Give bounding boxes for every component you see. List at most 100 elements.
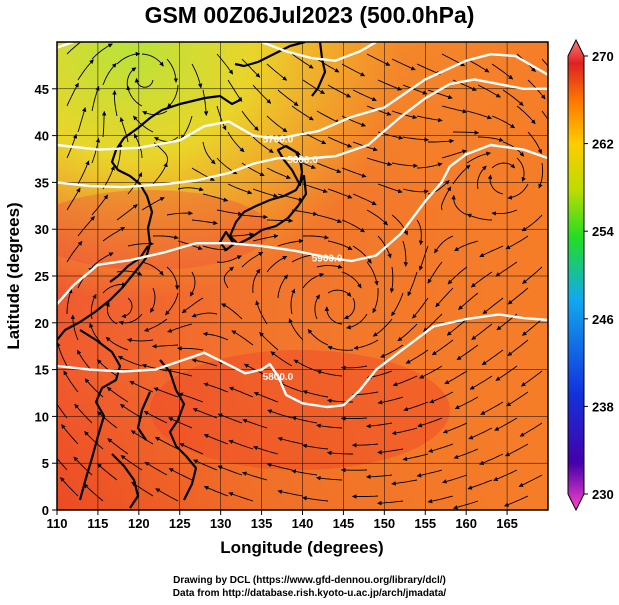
streamline (241, 58, 261, 78)
streamline (291, 469, 318, 476)
streamline (324, 306, 343, 325)
streamline (116, 142, 123, 169)
streamline (120, 403, 143, 419)
streamline (416, 469, 443, 478)
streamline (252, 234, 279, 242)
streamline (316, 369, 343, 377)
streamline (391, 58, 416, 71)
streamline (372, 318, 393, 337)
streamline (366, 261, 379, 286)
streamline (302, 390, 329, 398)
streamline (441, 149, 467, 159)
x-tick-label: 140 (292, 516, 314, 531)
streamline (291, 209, 318, 216)
streamline (191, 63, 203, 89)
height-contour (57, 313, 548, 409)
streamline (193, 459, 218, 471)
streamline (253, 391, 279, 403)
streamline (57, 457, 68, 471)
colorbar-tick-label: 230 (592, 487, 614, 502)
streamline (377, 183, 403, 194)
streamline (242, 418, 268, 429)
streamline (487, 174, 504, 195)
streamline (452, 164, 471, 185)
streamline (216, 105, 227, 131)
streamline (66, 288, 73, 315)
streamline (451, 194, 468, 216)
streamline (452, 130, 480, 135)
streamline (427, 261, 443, 284)
streamline (266, 255, 288, 273)
streamline (419, 365, 443, 379)
streamline (202, 89, 209, 116)
streamline (77, 59, 94, 81)
streamline (316, 264, 343, 269)
streamline (316, 214, 342, 223)
colorbar-bar (567, 38, 585, 512)
streamline (491, 115, 515, 129)
streamline (428, 138, 455, 144)
y-tick-label: 5 (42, 456, 49, 471)
streamline (405, 349, 429, 364)
x-tick-label: 155 (414, 516, 436, 531)
streamline (494, 417, 518, 431)
streamline (479, 453, 504, 465)
streamline (519, 422, 543, 437)
credits-data: Data from http://database.rish.kyoto-u.a… (172, 588, 447, 599)
streamline (341, 365, 368, 370)
streamline (216, 255, 242, 263)
streamline (407, 271, 418, 297)
streamline (447, 266, 468, 285)
streamline (191, 167, 215, 181)
streamline (417, 417, 443, 428)
streamline (83, 483, 104, 502)
streamline (431, 339, 454, 356)
streamline (341, 115, 366, 127)
streamline (482, 297, 504, 315)
streamline (96, 463, 118, 481)
streamline (427, 495, 454, 504)
streamline (277, 238, 304, 247)
streamline (435, 287, 454, 308)
streamline (241, 251, 264, 268)
streamline (259, 331, 279, 351)
streamline (203, 434, 229, 445)
streamline (507, 287, 529, 305)
streamline (377, 79, 403, 91)
streamline (521, 214, 543, 232)
streamline (327, 398, 353, 404)
streamline (372, 287, 379, 314)
streamline (266, 63, 288, 81)
streamline (440, 186, 452, 211)
streamline (466, 58, 490, 73)
streamline (118, 355, 143, 367)
streamline (366, 53, 391, 66)
streamline (181, 297, 204, 314)
streamline (63, 370, 79, 393)
streamline (377, 448, 404, 455)
streamline (77, 216, 95, 237)
streamline (366, 105, 392, 116)
streamline (507, 183, 529, 200)
streamline (326, 450, 353, 456)
streamline (351, 494, 379, 499)
streamline (493, 469, 518, 481)
y-tick-label: 15 (35, 363, 49, 378)
streamline (521, 370, 543, 387)
streamline (391, 292, 404, 317)
streamline (153, 387, 179, 398)
streamline (427, 89, 453, 100)
streamline (267, 409, 293, 419)
streamline (253, 445, 279, 455)
streamline (441, 105, 468, 114)
streamline (291, 105, 314, 121)
streamline (402, 453, 429, 462)
streamline (522, 266, 543, 284)
streamline (57, 341, 68, 367)
streamline (141, 197, 165, 211)
streamline (217, 465, 243, 476)
streamline (302, 273, 325, 289)
streamline (507, 339, 529, 357)
streamline (416, 63, 441, 75)
streamline (252, 268, 261, 294)
